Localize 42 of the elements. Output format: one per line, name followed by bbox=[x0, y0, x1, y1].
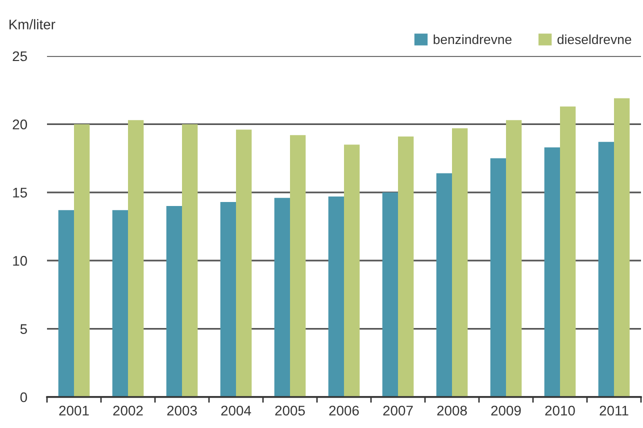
x-tick-label: 2003 bbox=[167, 406, 197, 416]
bar bbox=[236, 130, 252, 397]
x-tick-label: 2007 bbox=[383, 406, 413, 416]
x-tick-label: 2011 bbox=[600, 406, 628, 416]
bar bbox=[128, 120, 144, 397]
y-tick-label: 5 bbox=[20, 324, 27, 334]
y-tick-label: 0 bbox=[20, 392, 28, 402]
y-tick-label: 25 bbox=[12, 51, 27, 62]
bar bbox=[614, 98, 630, 397]
bar bbox=[382, 192, 398, 397]
x-tick-label: 2009 bbox=[491, 406, 521, 416]
bar bbox=[182, 124, 198, 397]
bar bbox=[328, 196, 344, 397]
x-tick-label: 2001 bbox=[59, 406, 89, 416]
bar bbox=[220, 202, 236, 397]
bar bbox=[290, 135, 306, 397]
y-axis-title: Km/liter bbox=[10, 19, 56, 30]
x-tick-label: 2002 bbox=[113, 406, 143, 416]
x-tick-label: 2005 bbox=[275, 406, 305, 416]
y-tick-label: 10 bbox=[13, 256, 28, 266]
x-tick-label: 2008 bbox=[437, 406, 467, 416]
bar bbox=[560, 106, 576, 397]
bar bbox=[166, 206, 182, 397]
legend-label: benzindrevne bbox=[434, 34, 512, 44]
legend-label: dieseldrevne bbox=[558, 34, 632, 44]
x-tick-label: 2006 bbox=[329, 406, 359, 416]
bar bbox=[452, 128, 468, 397]
bar bbox=[274, 198, 290, 397]
x-tick-label: 2004 bbox=[221, 406, 252, 416]
bar bbox=[436, 173, 452, 397]
y-tick-label: 20 bbox=[12, 120, 28, 130]
bar bbox=[58, 210, 74, 397]
bar bbox=[398, 136, 414, 397]
bar bbox=[544, 147, 560, 397]
bar bbox=[598, 142, 614, 397]
bar bbox=[344, 144, 360, 397]
bar bbox=[506, 120, 522, 397]
y-tick-label: 15 bbox=[13, 188, 27, 198]
bar bbox=[112, 210, 128, 397]
bar bbox=[490, 158, 506, 397]
bar bbox=[74, 124, 90, 397]
x-tick-label: 2010 bbox=[545, 406, 575, 416]
